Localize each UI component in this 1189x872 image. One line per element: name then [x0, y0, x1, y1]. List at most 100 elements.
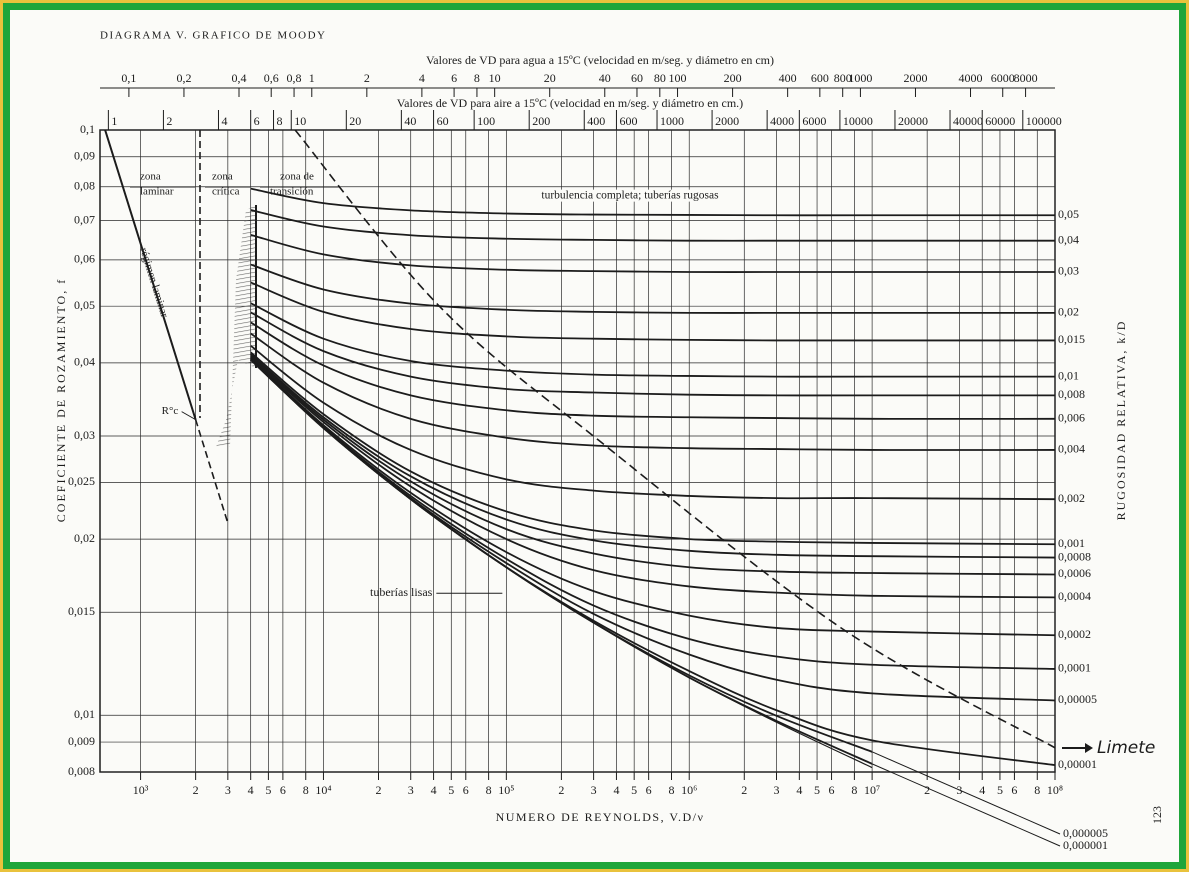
x3-tick-label: 8: [277, 114, 283, 128]
roughness-label: 0,006: [1058, 411, 1085, 425]
critical-label: R°c: [162, 405, 179, 417]
x2-tick-label: 100: [669, 71, 687, 85]
roughness-label: 0,02: [1058, 305, 1079, 319]
x3-tick-label: 600: [619, 114, 637, 128]
friction-curve: [250, 351, 1055, 546]
roughness-label: 0,000001: [1063, 838, 1108, 852]
friction-curve: [250, 311, 1055, 397]
x-tick-label: 2: [376, 783, 382, 797]
x2-tick-label: 8: [474, 71, 480, 85]
zone-label: transición: [270, 186, 314, 198]
roughness-label: 0,03: [1058, 264, 1079, 278]
x2-tick-label: 400: [779, 71, 797, 85]
x-axis-title: NUMERO DE REYNOLDS, V.D/ν: [496, 810, 705, 824]
zone-label: laminar: [140, 186, 174, 198]
x-tick-label: 4: [431, 783, 437, 797]
x-tick-label: 10³: [133, 783, 149, 797]
x2-tick-label: 4000: [959, 71, 983, 85]
friction-curve: [250, 355, 1055, 599]
x3-tick-label: 2000: [715, 114, 739, 128]
friction-curve: [250, 209, 1055, 242]
y-tick-label: 0,08: [74, 178, 95, 192]
y-tick-label: 0,01: [74, 707, 95, 721]
friction-curve: [250, 233, 1055, 273]
y-tick-label: 0,009: [68, 734, 95, 748]
x-tick-label: 6: [829, 783, 835, 797]
x2-tick-label: 2: [364, 71, 370, 85]
x3-tick-label: 100000: [1026, 114, 1062, 128]
roughness-label: 0,0002: [1058, 627, 1091, 641]
roughness-label: 0,01: [1058, 368, 1079, 382]
x-tick-label: 3: [591, 783, 597, 797]
roughness-label: 0,004: [1058, 442, 1085, 456]
limit-curve: [294, 130, 1055, 749]
label-leader: [871, 751, 1061, 835]
y-tick-label: 0,02: [74, 531, 95, 545]
friction-curve: [250, 281, 1055, 342]
label-leader: [871, 763, 1061, 847]
friction-curve: [250, 354, 1055, 576]
x-tick-label: 2: [924, 783, 930, 797]
x3-tick-label: 4000: [770, 114, 794, 128]
x-tick-label: 6: [280, 783, 286, 797]
smooth-label: tuberías lisas: [370, 585, 433, 599]
x3-tick-label: 40: [404, 114, 416, 128]
x2-tick-label: 4: [419, 71, 425, 85]
friction-curve: [250, 263, 1055, 314]
limit-label: Limete: [1097, 738, 1155, 758]
x3-tick-label: 10000: [843, 114, 873, 128]
friction-curve: [250, 332, 1055, 451]
roughness-label: 0,008: [1058, 387, 1085, 401]
y-tick-label: 0,025: [68, 474, 95, 488]
x-tick-label: 6: [646, 783, 652, 797]
roughness-label: 0,0004: [1058, 589, 1091, 603]
laminar-line: [104, 130, 197, 420]
x3-tick-label: 6: [254, 114, 260, 128]
roughness-label: 0,0001: [1058, 661, 1091, 675]
x2-tick-label: 2000: [903, 71, 927, 85]
roughness-label: 0,001: [1058, 536, 1085, 550]
y-tick-label: 0,06: [74, 252, 95, 266]
roughness-label: 0,015: [1058, 332, 1085, 346]
plot-frame: [99, 129, 1056, 773]
laminar-extension: [194, 419, 229, 524]
x-tick-label: 5: [265, 783, 271, 797]
zone-label: crítica: [212, 186, 240, 198]
laminar-label: régimen laminar: [137, 246, 170, 319]
x2-tick-label: 1000: [848, 71, 872, 85]
y-tick-label: 0,05: [74, 298, 95, 312]
x-tick-label: 8: [1034, 783, 1040, 797]
x3-tick-label: 60: [437, 114, 449, 128]
label-backdrop: [539, 189, 722, 202]
zone-label: zona de: [280, 171, 314, 183]
x2-tick-label: 6: [451, 71, 457, 85]
x2-tick-label: 600: [811, 71, 829, 85]
limit-arrow-head: [1085, 743, 1093, 753]
x2-tick-label: 800: [834, 71, 852, 85]
roughness-label: 0,000005: [1063, 826, 1108, 840]
roughness-label: 0,002: [1058, 491, 1085, 505]
y-tick-label: 0,03: [74, 428, 95, 442]
x-tick-label: 6: [463, 783, 469, 797]
y-axis-title: COEFICIENTE DE ROZAMIENTO, f: [54, 278, 68, 522]
x2-tick-label: 60: [631, 71, 643, 85]
x-tick-label: 10⁷: [864, 783, 880, 797]
roughness-label: 0,00005: [1058, 692, 1097, 706]
page-number: 123: [1150, 806, 1164, 824]
x3-tick-label: 10: [294, 114, 306, 128]
friction-curve: [250, 187, 1055, 217]
turbulence-label: turbulencia completa; tuberías rugosas: [541, 190, 719, 202]
x-tick-label: 2: [741, 783, 747, 797]
friction-curve: [250, 321, 1055, 420]
x-tick-label: 5: [631, 783, 637, 797]
x2-tick-label: 8000: [1014, 71, 1038, 85]
x3-tick-label: 400: [587, 114, 605, 128]
friction-curve: [250, 359, 873, 769]
x-tick-label: 4: [613, 783, 619, 797]
y2-axis-title: RUGOSIDAD RELATIVA, k/D: [1114, 320, 1128, 521]
x3-tick-label: 60000: [985, 114, 1015, 128]
friction-curve: [250, 302, 1055, 378]
roughness-label: 0,0006: [1058, 566, 1091, 580]
x3-tick-label: 100: [477, 114, 495, 128]
x3-tick-label: 1: [111, 114, 117, 128]
